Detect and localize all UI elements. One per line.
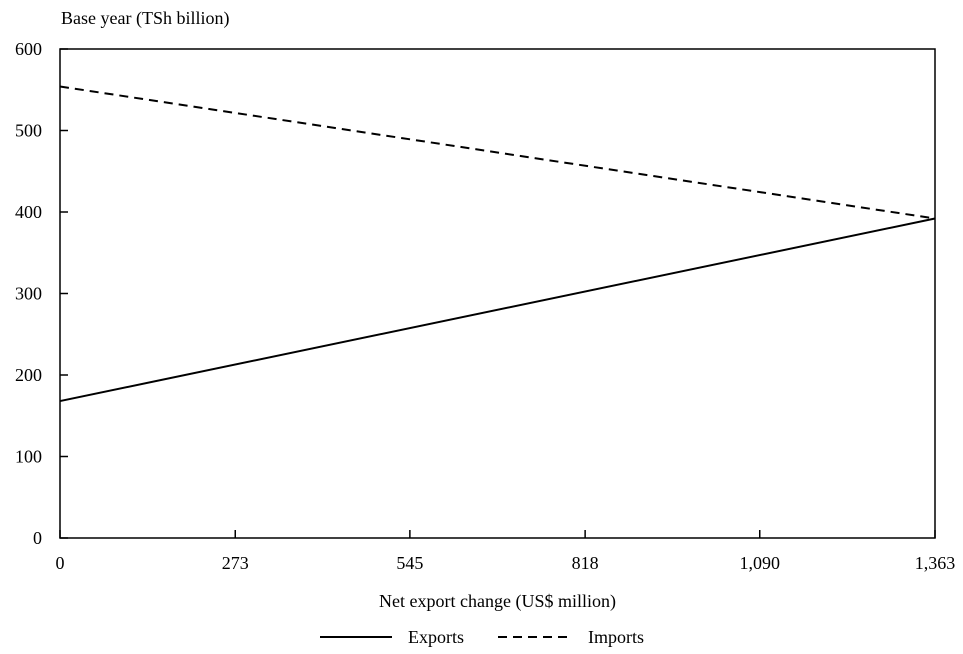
y-tick-label: 100 (15, 447, 42, 467)
legend-label-imports: Imports (588, 627, 644, 647)
y-tick-label: 0 (33, 528, 42, 548)
y-tick-label: 400 (15, 202, 42, 222)
y-tick-label: 300 (15, 284, 42, 304)
legend: Exports Imports (320, 627, 644, 647)
x-tick-label: 818 (572, 553, 599, 573)
series-lines (59, 85, 936, 403)
plot-area-frame (59, 48, 936, 539)
series-line-exports (59, 217, 936, 403)
y-axis: 0 100 200 300 400 500 600 (15, 39, 68, 548)
x-tick-label: 273 (222, 553, 249, 573)
y-tick-label: 600 (15, 39, 42, 59)
y-axis-title: Base year (TSh billion) (61, 8, 229, 29)
y-tick-label: 500 (15, 121, 42, 141)
y-tick-label: 200 (15, 365, 42, 385)
x-tick-label: 0 (56, 553, 65, 573)
x-tick-label: 1,090 (739, 553, 780, 573)
x-axis-title: Net export change (US$ million) (379, 591, 616, 612)
x-tick-label: 545 (396, 553, 423, 573)
legend-label-exports: Exports (408, 627, 464, 647)
x-axis: 0 273 545 818 1,090 1,363 (56, 530, 956, 573)
series-line-imports (59, 85, 936, 220)
x-tick-label: 1,363 (915, 553, 956, 573)
